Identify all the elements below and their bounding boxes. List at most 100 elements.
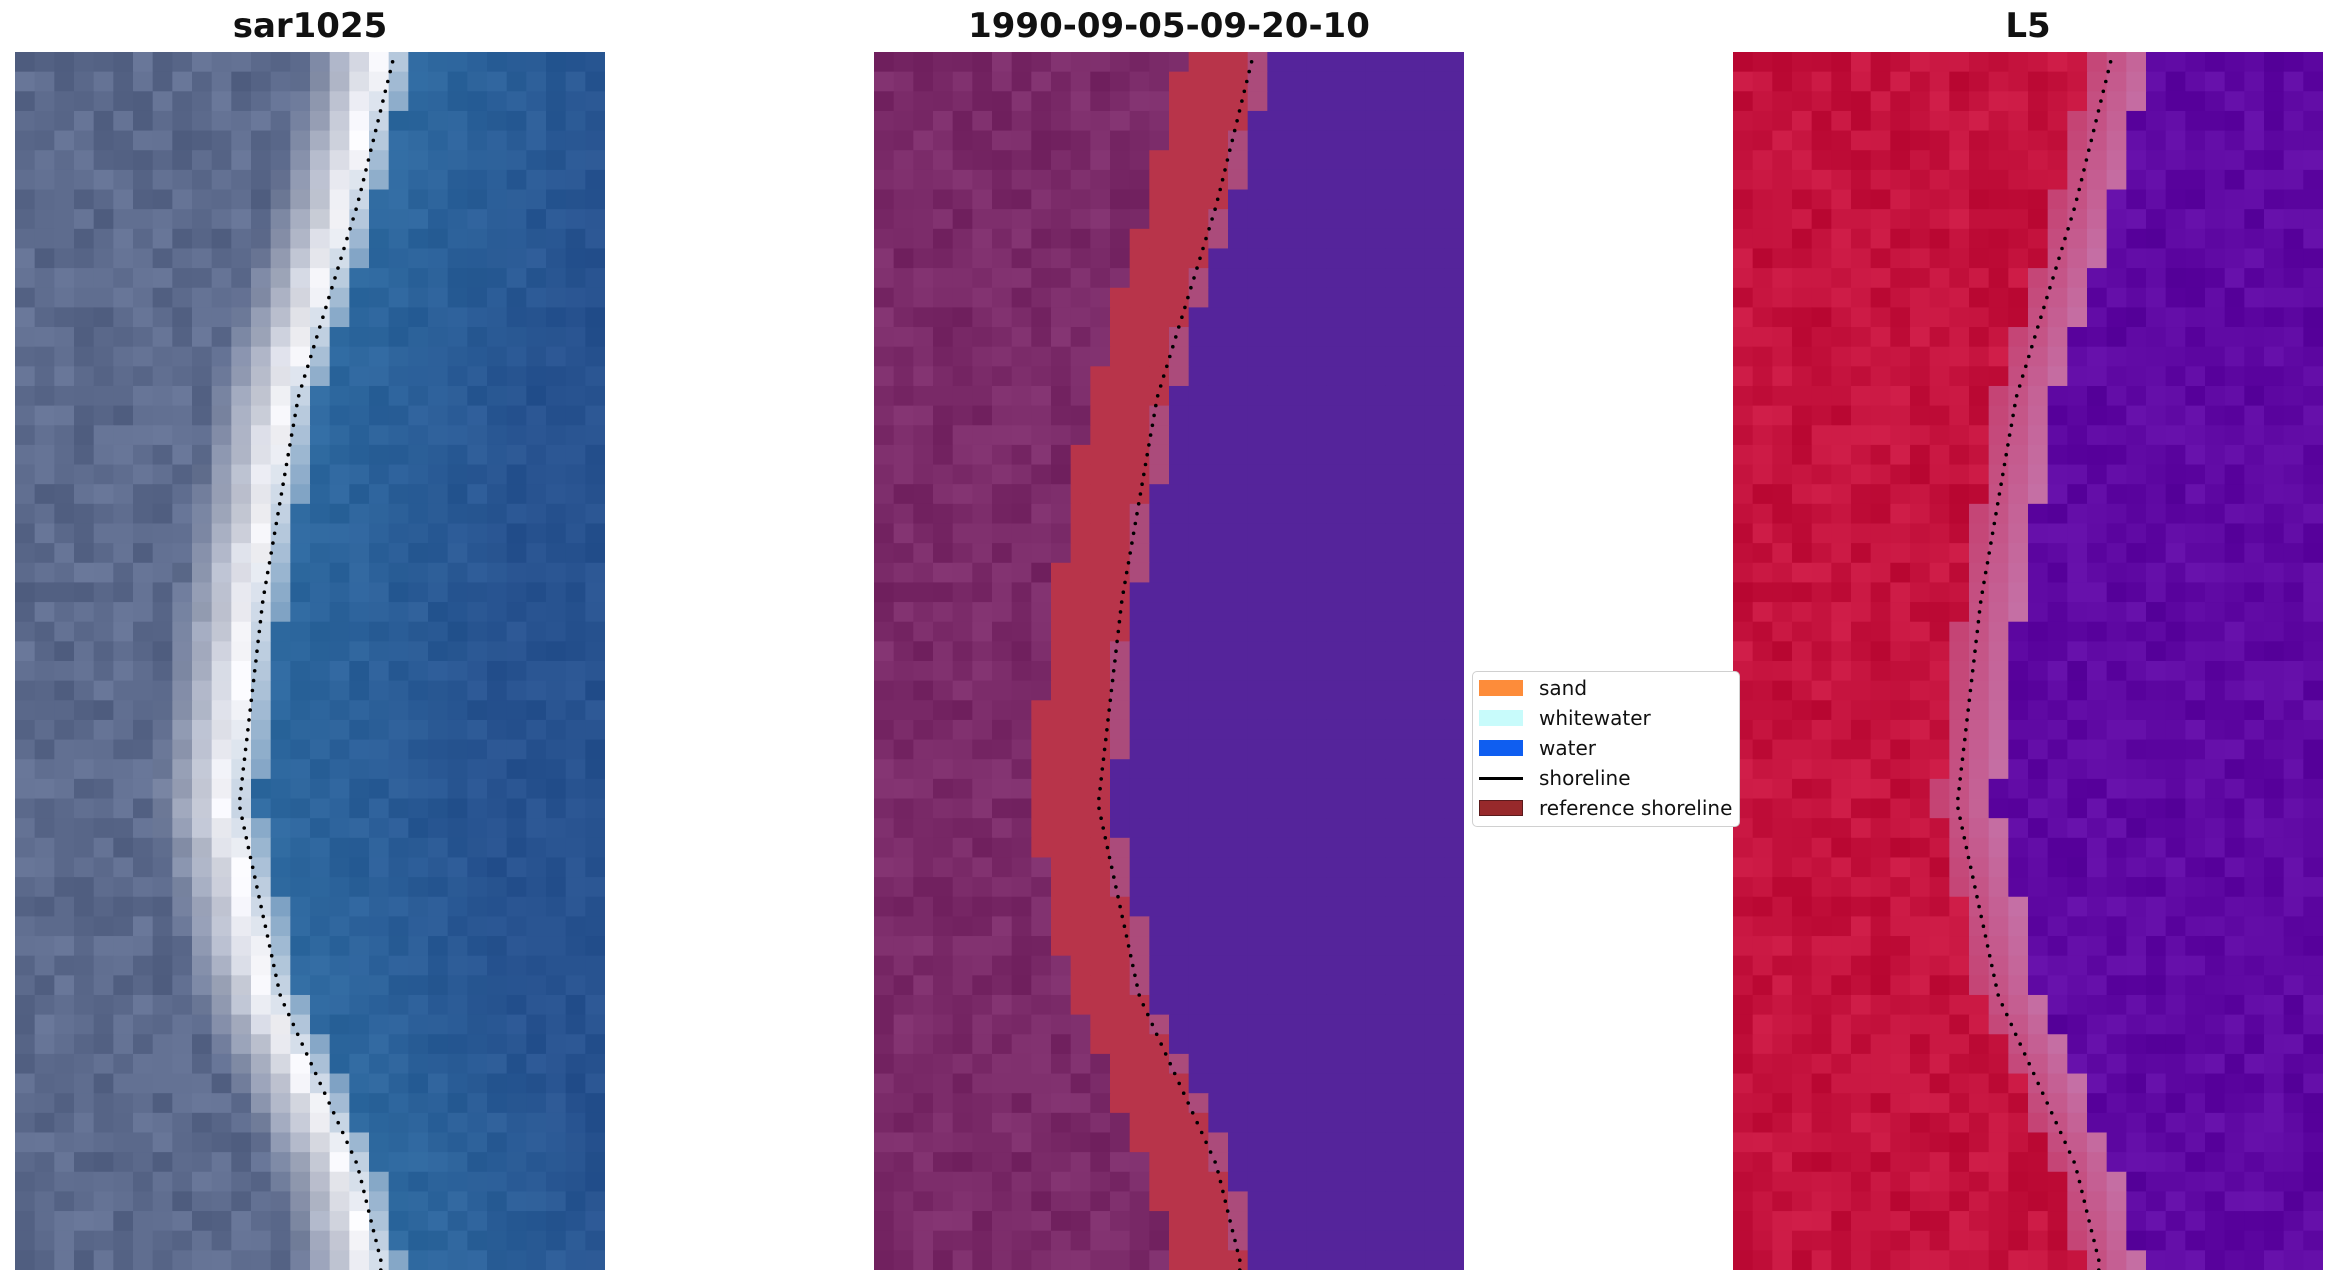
pixel — [231, 1034, 252, 1055]
class-pixel — [1011, 1073, 1032, 1094]
class-pixel — [913, 169, 934, 191]
index-pixel — [2283, 228, 2304, 250]
index-pixel — [2283, 287, 2304, 308]
class-pixel — [1424, 818, 1445, 839]
class-pixel — [1169, 209, 1190, 230]
class-pixel — [1267, 857, 1288, 878]
class-pixel — [992, 837, 1013, 859]
index-pixel — [2205, 641, 2226, 662]
index-pixel — [2165, 464, 2186, 485]
class-pixel — [1424, 1073, 1445, 1094]
index-pixel — [2185, 346, 2206, 367]
index-pixel — [2185, 71, 2206, 92]
pixel — [152, 366, 173, 387]
class-pixel — [1090, 641, 1111, 662]
class-pixel — [1110, 916, 1131, 937]
index-pixel — [2067, 425, 2088, 446]
pixel — [310, 150, 331, 171]
class-pixel — [1051, 936, 1072, 957]
class-pixel — [1188, 130, 1209, 151]
class-pixel — [1346, 1171, 1367, 1193]
class-pixel — [1346, 523, 1367, 544]
pixel — [349, 503, 370, 525]
class-pixel — [1228, 1191, 1249, 1212]
pixel — [565, 287, 586, 308]
class-pixel — [1287, 955, 1308, 976]
pixel — [369, 837, 390, 859]
index-pixel — [2087, 248, 2108, 269]
class-pixel — [1129, 110, 1150, 132]
pixel — [192, 1152, 213, 1173]
index-pixel — [1831, 503, 1852, 525]
class-pixel — [1129, 798, 1150, 819]
pixel — [133, 543, 154, 564]
class-pixel — [933, 1250, 954, 1270]
pixel — [251, 1112, 272, 1134]
index-pixel — [2106, 307, 2127, 328]
shoreline-point — [1097, 796, 1101, 801]
index-pixel — [2008, 150, 2029, 171]
pixel — [506, 425, 527, 446]
pixel — [74, 857, 95, 878]
pixel — [74, 228, 95, 250]
pixel — [565, 1053, 586, 1075]
index-pixel — [2126, 405, 2147, 426]
index-pixel — [2126, 327, 2147, 348]
pixel — [54, 503, 75, 525]
index-pixel — [2146, 641, 2167, 662]
pixel — [34, 150, 55, 171]
index-pixel — [1733, 228, 1754, 250]
pixel — [270, 562, 291, 584]
pixel — [74, 994, 95, 1016]
class-pixel — [1385, 1093, 1406, 1114]
class-pixel — [933, 52, 954, 73]
index-pixel — [1890, 425, 1911, 446]
shoreline-point — [345, 236, 349, 241]
class-pixel — [1306, 602, 1327, 623]
index-pixel — [1752, 52, 1773, 73]
pixel — [152, 130, 173, 151]
shoreline-point — [1142, 472, 1146, 477]
pixel — [388, 562, 409, 584]
index-pixel — [2126, 150, 2147, 171]
pixel — [34, 71, 55, 92]
index-pixel — [1969, 150, 1990, 171]
class-pixel — [1346, 307, 1367, 328]
class-pixel — [1031, 1073, 1052, 1094]
class-pixel — [1306, 150, 1327, 171]
shoreline-point — [1109, 688, 1114, 693]
class-pixel — [1306, 719, 1327, 741]
class-pixel — [1247, 287, 1268, 308]
pixel — [447, 936, 468, 957]
class-pixel — [1247, 366, 1268, 387]
index-pixel — [1772, 641, 1793, 662]
class-pixel — [1011, 955, 1032, 976]
shoreline-point — [1204, 1140, 1208, 1145]
class-pixel — [893, 268, 914, 289]
class-pixel — [1228, 877, 1249, 898]
index-pixel — [1831, 346, 1852, 367]
class-pixel — [1031, 91, 1052, 112]
class-pixel — [992, 641, 1013, 662]
class-pixel — [1070, 307, 1091, 328]
class-pixel — [992, 700, 1013, 721]
class-pixel — [1031, 837, 1052, 859]
pixel — [231, 661, 252, 682]
pixel — [369, 778, 390, 800]
index-pixel — [1831, 189, 1852, 210]
pixel — [546, 1191, 567, 1212]
index-pixel — [1752, 327, 1773, 348]
class-pixel — [992, 1093, 1013, 1114]
class-pixel — [1424, 641, 1445, 662]
pixel — [192, 1191, 213, 1212]
index-pixel — [1929, 130, 1950, 151]
pixel — [526, 1093, 547, 1114]
pixel — [34, 975, 55, 996]
class-pixel — [992, 661, 1013, 682]
shoreline-point — [376, 1248, 381, 1253]
pixel — [506, 385, 527, 407]
pixel — [506, 719, 527, 741]
index-pixel — [2303, 602, 2323, 623]
index-pixel — [1969, 444, 1990, 466]
index-pixel — [2244, 228, 2265, 250]
